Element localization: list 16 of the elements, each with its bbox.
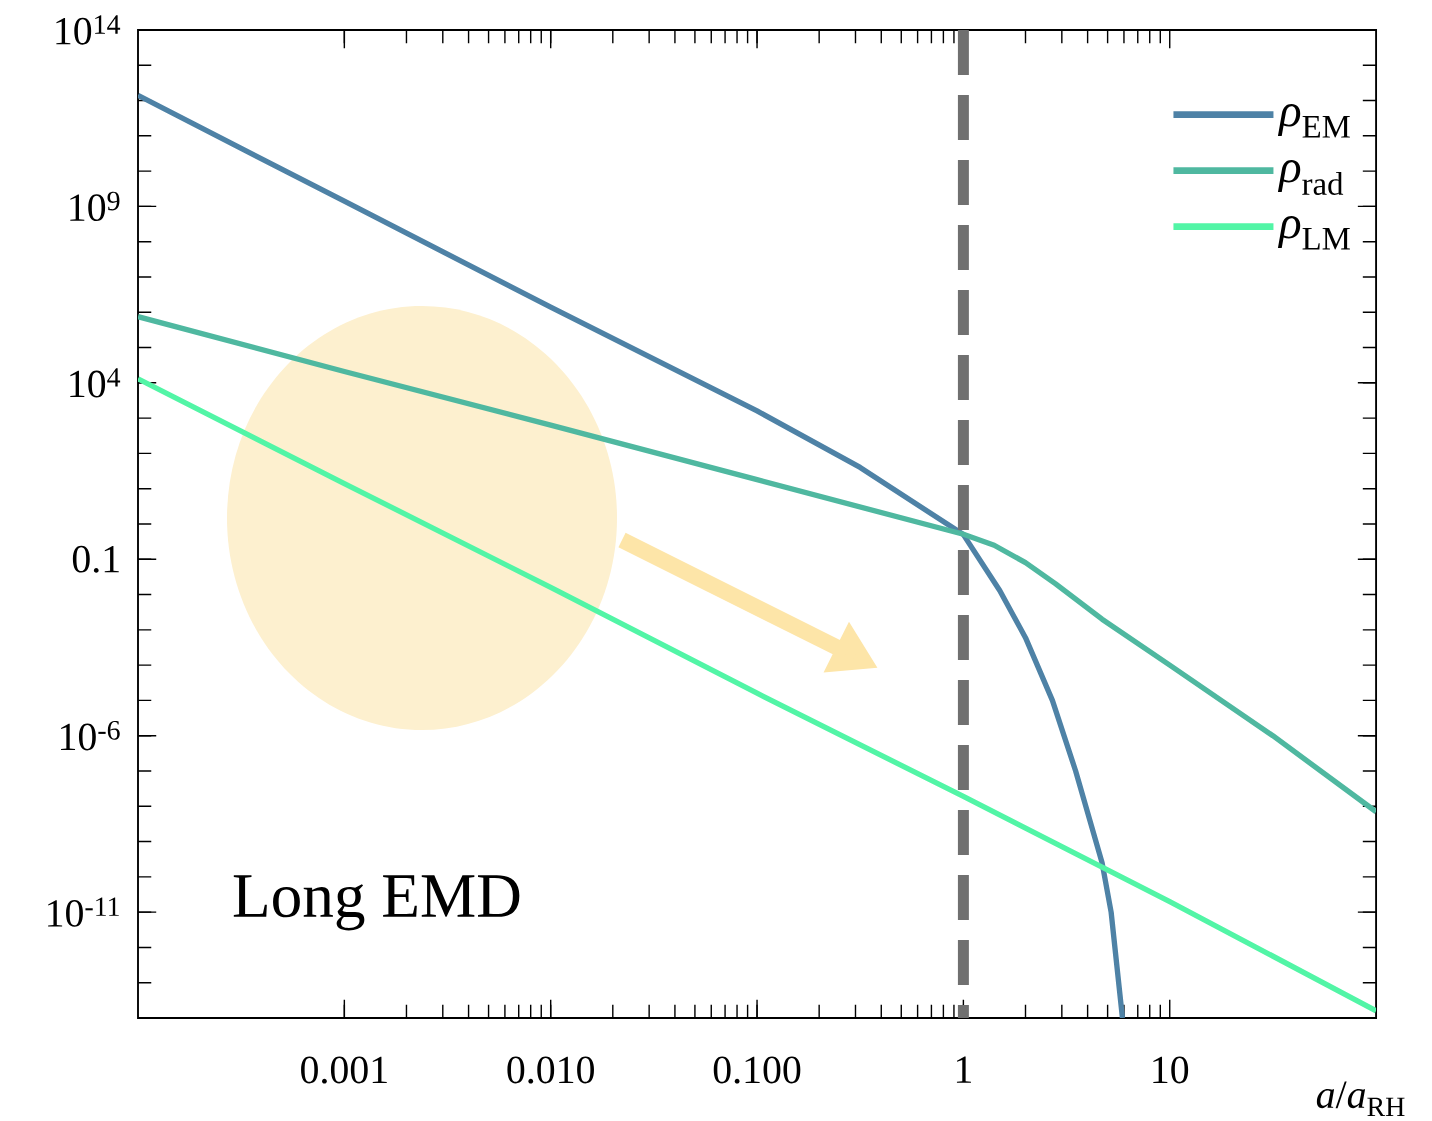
legend-label: ρ$_{rad}$ [1277,160,1344,196]
x-tick-label: 1 [956,1056,971,1083]
legend-label: ρ$_{LM}$ [1277,216,1350,250]
y-tick-label: 10$^{-6}$ [61,720,120,751]
y-tick-label: 10$^{-11}$ [48,897,119,927]
y-tick-label: 10$^{4}$ [70,368,121,398]
annotation: Long EMD [233,875,520,931]
x-tick-label: 10 [1153,1056,1189,1084]
x-tick-label: 0.001 [301,1056,387,1084]
legend-label: ρ$_{EM}$ [1277,104,1350,138]
y-tick-label: 10$^{9}$ [70,191,120,222]
x-tick-label: 0.100 [713,1056,801,1084]
x-axis-title: a/a$_{RH}$ [1316,1081,1405,1116]
y-tick-label: 10$^{14}$ [56,15,121,45]
x-tick-label: 0.010 [507,1056,594,1084]
y-tick-label: 0.1 [72,545,119,573]
